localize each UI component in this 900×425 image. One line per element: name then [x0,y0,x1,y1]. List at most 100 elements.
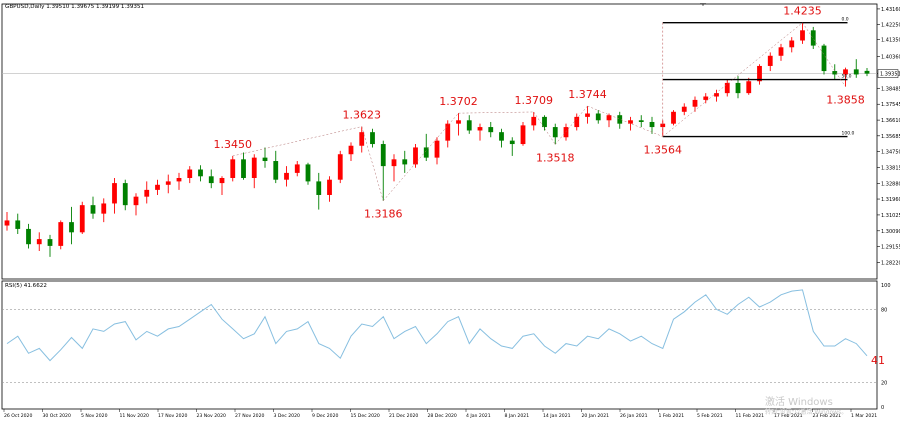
candle [337,150,343,184]
candle-body [26,228,31,245]
current-price-box [877,69,899,78]
candle-body [477,127,483,131]
candle-body [724,82,730,94]
candle-body [531,116,537,126]
price-tick-label: 1.35685 [881,134,900,140]
candle-body [359,132,365,146]
candle-body [746,81,752,94]
rsi-tick-label: 80 [881,307,887,313]
swing-price-annotation: 1.3518 [536,151,575,164]
candle [488,121,494,138]
candle [757,64,762,85]
swing-connector-line [802,22,846,87]
price-tick-label: 1.31960 [881,197,900,203]
swing-connector-line [232,126,362,157]
candle-body [789,40,795,48]
date-tick-label: 20 Jan 2021 [582,413,610,419]
rsi-indicator-panel[interactable]: 100 80 20 0 41 [2,283,891,411]
rsi-tick-label: 20 [881,381,887,387]
candle-body [864,70,870,74]
candle [574,113,580,131]
date-tick-label: 26 Jan 2021 [620,413,648,419]
candle [445,120,451,148]
candle [4,211,10,231]
date-tick-label: 1 Mar 2021 [851,413,877,419]
candle-body [703,96,709,100]
candle-body [413,147,418,165]
candle [832,64,838,80]
price-tick-label: 1.32880 [881,181,900,187]
candle-body [176,177,182,182]
swing-price-annotation: 1.4235 [783,5,822,18]
date-tick-label: 15 Dec 2020 [351,413,380,419]
candle [671,110,676,126]
candle [15,213,21,235]
candle-body [101,203,107,214]
candle-body [4,220,10,226]
rsi-tick-label: 100 [881,283,891,289]
candle-body [466,120,472,131]
candle [165,174,171,194]
price-tick-label: 1.31025 [881,213,900,219]
candle-body [133,196,139,206]
candle [241,152,246,180]
fibonacci-retracement[interactable]: 0.0 50.0 100.0 [662,17,855,138]
candle [208,169,214,189]
candle [380,140,386,201]
fib-level-label: 100.0 [842,131,855,137]
candle-body [810,30,816,46]
swing-price-annotation: 1.3450 [214,138,253,151]
candle [348,142,354,162]
candle-body [144,189,150,197]
candle [520,121,526,146]
candle [477,123,483,141]
candle [327,176,332,202]
main-panel-frame [1,3,878,280]
date-tick-label: 8 Jan 2021 [505,413,530,419]
date-tick-label: 5 Nov 2020 [81,413,108,419]
candle-body [47,239,53,246]
candle [552,123,558,145]
candlestick-series[interactable] [4,22,870,257]
price-tick-label: 1.36610 [881,118,900,124]
swing-price-annotation: 1.3623 [343,109,382,122]
candle-body [391,159,397,167]
candle-body [832,71,838,75]
candle-body [241,159,246,178]
candle [370,128,375,148]
candle [638,115,644,128]
candle [585,106,590,124]
candle-body [671,111,676,124]
candle [69,206,74,245]
rsi-line [6,289,868,362]
swing-connector-line [555,105,588,145]
candle-body [423,147,429,158]
candle [800,22,805,44]
candle-body [208,176,214,184]
candle [423,133,429,162]
candle [853,59,859,78]
candle [122,179,128,211]
date-tick-label: 21 Dec 2020 [389,413,418,419]
date-tick-label: 27 Nov 2020 [235,413,264,419]
candle-body [509,140,515,145]
candle [531,111,537,131]
swing-connector-line [458,111,534,114]
price-tick-label: 1.37545 [881,102,900,108]
candle-body [273,161,279,180]
date-tick-label: 3 Dec 2020 [274,413,301,419]
candle-body [165,181,171,185]
date-tick-label: 17 Nov 2020 [158,413,187,419]
swing-connector-line [383,112,459,201]
candle [542,115,547,131]
candle-body [585,113,590,117]
candle-body [294,164,300,173]
rsi-tick-label: 0 [881,405,884,411]
candle-body [262,157,268,162]
date-tick-label: 23 Feb 2021 [813,413,842,419]
candle-body [337,154,343,180]
windows-watermark-title: 激活 Windows [765,395,833,408]
candle-body [69,222,74,233]
price-tick-label: 1.41350 [881,38,900,44]
